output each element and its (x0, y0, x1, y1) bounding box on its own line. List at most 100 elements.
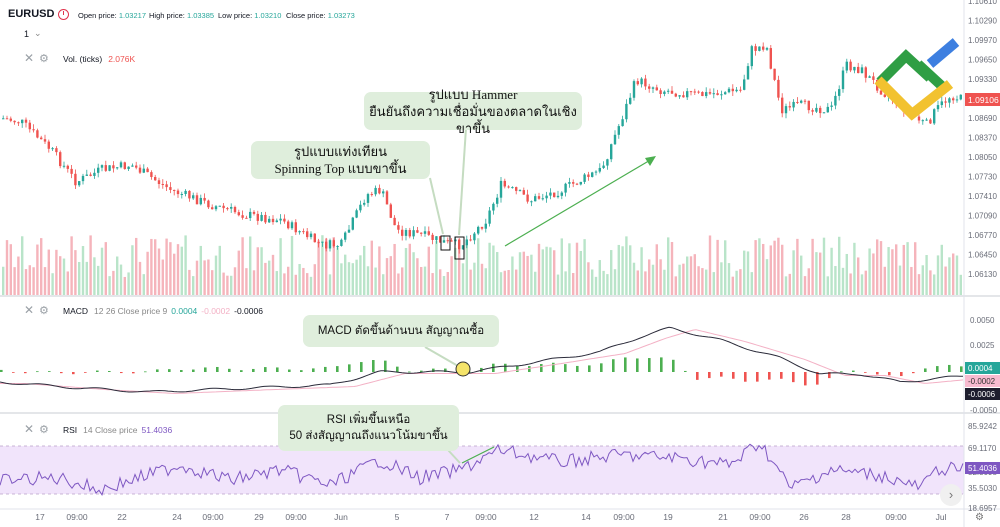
volume-bar (496, 252, 499, 295)
volume-bar (853, 242, 856, 295)
price-tick-label: 1.09970 (968, 36, 997, 45)
rsi-band (0, 446, 964, 494)
chevron-right-icon[interactable]: › (940, 484, 962, 506)
macd-histogram-bar (960, 366, 963, 372)
volume-bar (442, 276, 446, 295)
candle-body (450, 240, 453, 242)
close-icon[interactable]: ✕ (24, 51, 35, 65)
volume-bar (860, 274, 864, 295)
symbol-name[interactable]: EURUSD (8, 8, 55, 20)
candle-body (249, 211, 252, 219)
clock-icon[interactable] (58, 9, 69, 20)
macd-cross-marker (455, 361, 471, 377)
volume-bar (461, 263, 465, 295)
volume-bar (834, 266, 837, 295)
candle-body (940, 101, 943, 106)
macd-histogram-bar (876, 372, 879, 375)
candle-body (545, 195, 548, 199)
volume-bar (838, 236, 841, 295)
volume-bar (898, 265, 902, 295)
candle-body (944, 101, 947, 103)
candle-body (811, 110, 814, 112)
candle-body (617, 126, 620, 135)
candle-body (97, 167, 100, 173)
volume-bar (401, 267, 404, 295)
candle-body (393, 217, 396, 226)
candle-body (579, 181, 582, 185)
rsi-annotation: RSI เพิ่มขึ้นเหนือ 50 ส่งสัญญาณถึงแนวโน้… (278, 405, 459, 451)
volume-bar (617, 244, 620, 295)
volume-bar (188, 269, 191, 295)
volume-bar (374, 267, 377, 295)
candle-body (161, 183, 164, 185)
current-price-badge (965, 93, 1000, 106)
time-tick-label: Jun (334, 512, 348, 522)
candle-body (518, 190, 522, 192)
chevron-down-icon[interactable]: ⌄ (34, 28, 42, 38)
candle-body (515, 187, 518, 191)
rsi-annotation-line2: 50 ส่งสัญญาณถึงแนวโน้มขาขึ้น (289, 430, 448, 442)
macd-histogram-bar (252, 368, 255, 372)
macd-histogram-bar (936, 366, 939, 372)
volume-bar (636, 270, 639, 295)
macd-histogram-bar (300, 370, 303, 372)
candle-body (218, 205, 221, 207)
candle-body (298, 231, 301, 233)
candle-body (192, 195, 195, 199)
volume-bar (925, 255, 928, 295)
open-value: 1.03217 (118, 11, 146, 20)
candle-body (484, 223, 487, 229)
candle-body (283, 218, 286, 222)
candle-body (184, 190, 187, 194)
candle-body (344, 232, 347, 240)
volume-bar (906, 242, 909, 295)
candle-body (169, 187, 172, 190)
volume-bar (739, 269, 742, 295)
candle-body (378, 187, 381, 194)
candle-body (427, 231, 430, 235)
volume-bar (583, 239, 586, 295)
candle-body (317, 242, 320, 244)
candle-body (290, 222, 294, 229)
volume-bar (515, 269, 518, 295)
spinning-callout (429, 177, 444, 235)
rsi-callout (447, 449, 461, 464)
rsi-line (0, 443, 964, 496)
candle-body (689, 91, 693, 93)
volume-bar (887, 247, 890, 295)
candle-body (214, 206, 218, 210)
gear-icon[interactable]: ⚙ (39, 53, 49, 65)
volume-bar (629, 245, 632, 295)
candle-body (389, 204, 392, 218)
volume-bar (184, 235, 187, 295)
candle-body (526, 194, 529, 202)
candle-body (81, 175, 85, 182)
macd-histogram-bar (780, 372, 783, 379)
time-tick-label: 17 (35, 512, 45, 522)
volume-bar (423, 266, 427, 295)
rsi-tick-label: 18.6957 (968, 504, 997, 513)
candle-body (765, 48, 769, 50)
candle-body (917, 116, 921, 121)
volume-bar (944, 266, 947, 295)
volume-bar (921, 265, 924, 295)
candle-body (773, 68, 776, 80)
gear-icon[interactable]: ⚙ (39, 424, 49, 436)
close-icon[interactable]: ✕ (24, 422, 35, 436)
time-tick-label: 09:00 (885, 512, 907, 522)
volume-bar (796, 238, 799, 295)
volume-bar (822, 237, 826, 295)
close-icon[interactable]: ✕ (24, 303, 35, 317)
gear-icon[interactable]: ⚙ (39, 305, 49, 317)
volume-bar (351, 263, 354, 295)
timeframe-selector[interactable]: 1 (24, 29, 30, 39)
volume-bar (412, 252, 415, 295)
settings-icon[interactable]: ⚙ (975, 512, 984, 523)
macd-histogram-bar (648, 358, 651, 372)
volume-bar (119, 264, 123, 295)
volume-bar (724, 240, 727, 295)
macd-histogram (0, 357, 963, 386)
macd-histogram-bar (36, 371, 39, 373)
candle-body (465, 239, 468, 246)
